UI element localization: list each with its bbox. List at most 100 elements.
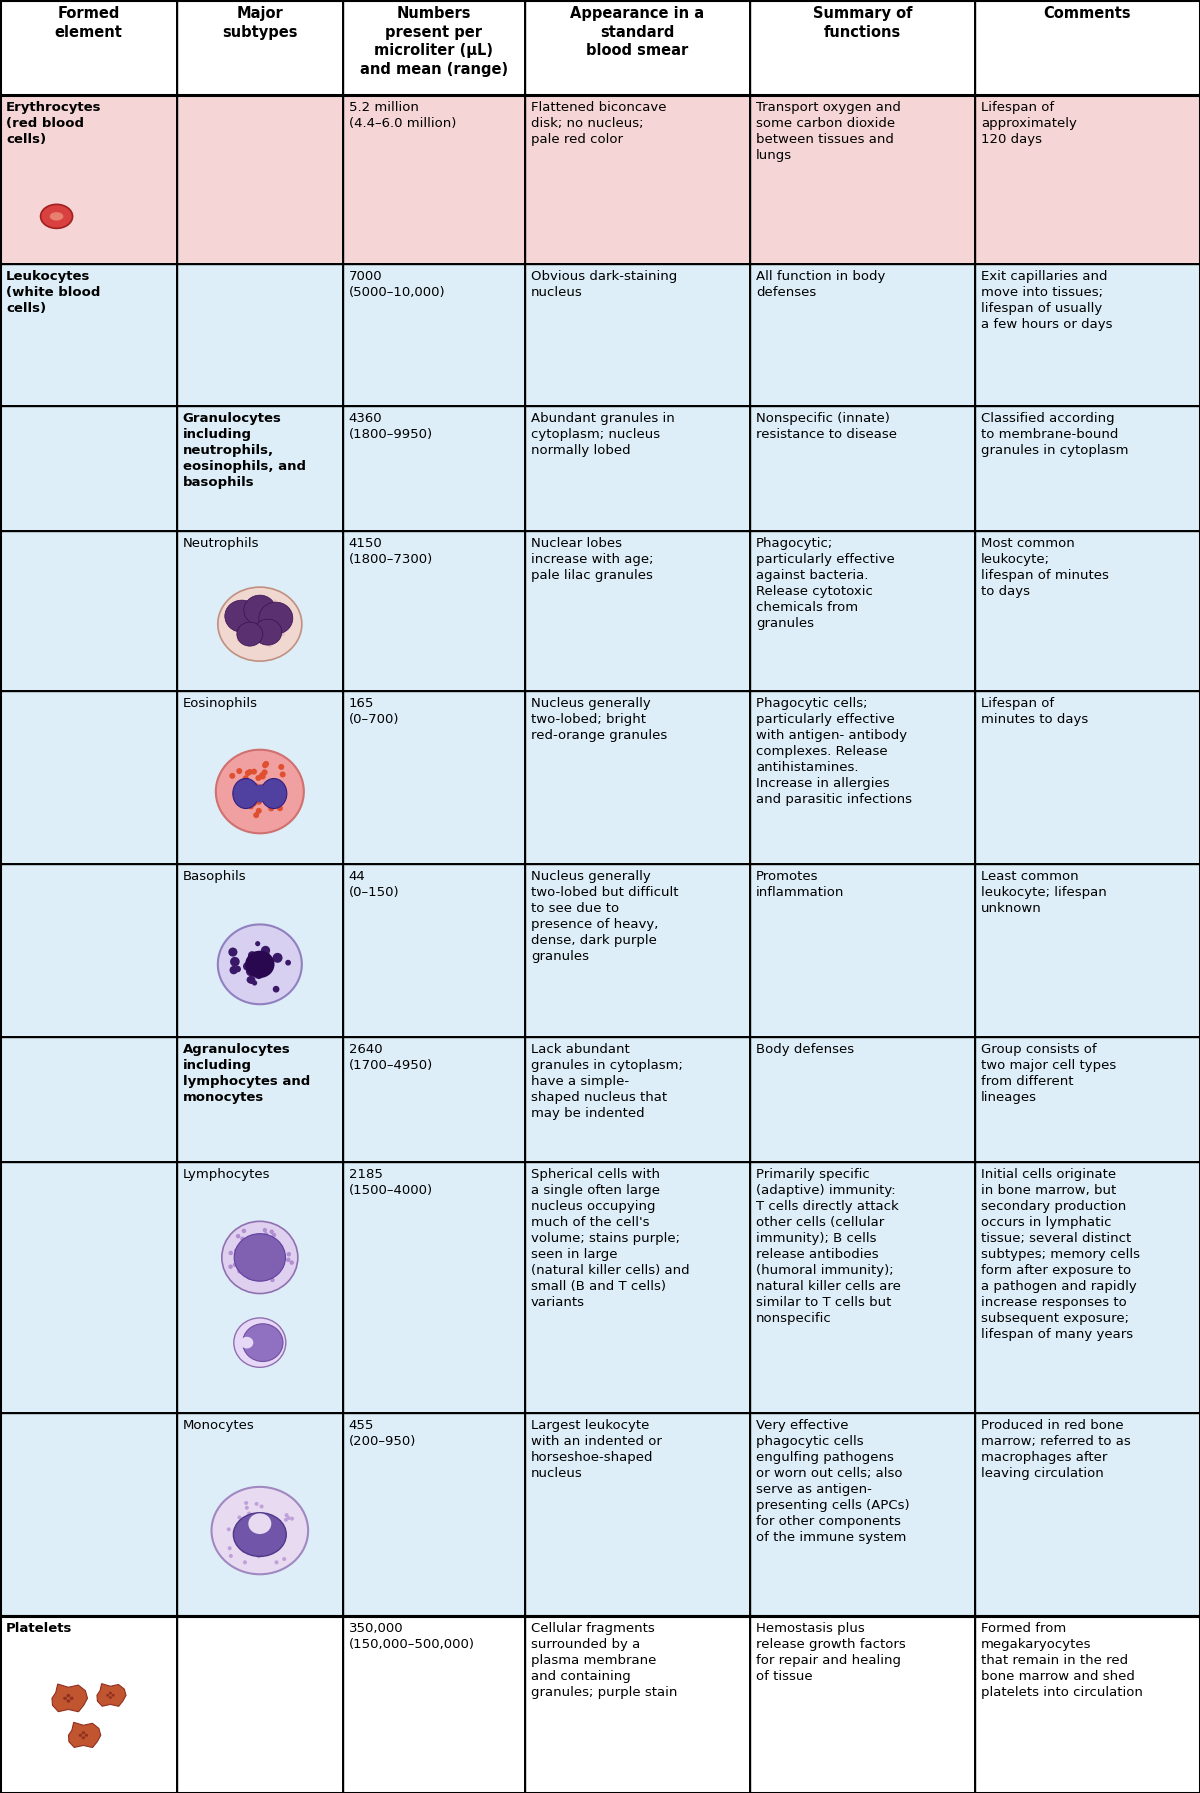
Bar: [343, 407, 526, 531]
Ellipse shape: [286, 1257, 290, 1262]
Ellipse shape: [242, 1323, 283, 1361]
Bar: [176, 692, 343, 864]
Bar: [343, 1413, 526, 1615]
Ellipse shape: [247, 1546, 252, 1549]
Text: Most common
leukocyte;
lifespan of minutes
to days: Most common leukocyte; lifespan of minut…: [982, 538, 1109, 599]
Ellipse shape: [234, 966, 241, 972]
Text: Phagocytic cells;
particularly effective
with antigen- antibody
complexes. Relea: Phagocytic cells; particularly effective…: [756, 697, 912, 807]
Ellipse shape: [251, 966, 259, 975]
Ellipse shape: [251, 631, 254, 635]
Ellipse shape: [259, 602, 293, 635]
Ellipse shape: [66, 1700, 71, 1703]
Bar: [750, 692, 974, 864]
Ellipse shape: [270, 1230, 274, 1234]
Ellipse shape: [244, 595, 276, 626]
Bar: [526, 531, 750, 692]
Text: Numbers
present per
microliter (μL)
and mean (range): Numbers present per microliter (μL) and …: [360, 5, 508, 77]
Text: 7000
(5000–10,000): 7000 (5000–10,000): [349, 269, 445, 299]
Ellipse shape: [240, 796, 246, 801]
Text: Abundant granules in
cytoplasm; nucleus
normally lobed: Abundant granules in cytoplasm; nucleus …: [530, 412, 674, 457]
Ellipse shape: [271, 1234, 276, 1237]
Ellipse shape: [266, 628, 270, 631]
Ellipse shape: [259, 1504, 264, 1508]
Ellipse shape: [248, 1513, 271, 1535]
Ellipse shape: [224, 601, 259, 633]
Ellipse shape: [229, 1555, 233, 1558]
Ellipse shape: [256, 800, 262, 805]
Text: Monocytes: Monocytes: [182, 1418, 254, 1433]
Ellipse shape: [230, 957, 240, 966]
Ellipse shape: [252, 957, 260, 966]
Text: Nucleus generally
two-lobed but difficult
to see due to
presence of heavy,
dense: Nucleus generally two-lobed but difficul…: [530, 870, 678, 963]
Bar: [974, 864, 1200, 1036]
Ellipse shape: [260, 778, 287, 809]
Text: Comments: Comments: [1044, 5, 1132, 22]
Ellipse shape: [252, 961, 258, 966]
Bar: [974, 1413, 1200, 1615]
Ellipse shape: [106, 1694, 109, 1696]
Ellipse shape: [242, 1560, 247, 1563]
Ellipse shape: [257, 791, 263, 796]
Ellipse shape: [271, 613, 274, 615]
Ellipse shape: [265, 959, 270, 965]
Ellipse shape: [245, 1506, 248, 1510]
Text: Platelets: Platelets: [6, 1623, 72, 1635]
Text: Leukocytes
(white blood
cells): Leukocytes (white blood cells): [6, 269, 101, 314]
Ellipse shape: [256, 941, 260, 947]
Text: Formed
element: Formed element: [54, 5, 122, 39]
Ellipse shape: [245, 950, 275, 977]
Ellipse shape: [82, 1732, 85, 1734]
Ellipse shape: [260, 638, 264, 640]
Polygon shape: [97, 1684, 126, 1707]
Bar: [343, 95, 526, 264]
Ellipse shape: [79, 1734, 82, 1737]
Text: 44
(0–150): 44 (0–150): [349, 870, 400, 898]
Bar: [750, 407, 974, 531]
Ellipse shape: [256, 963, 262, 968]
Ellipse shape: [256, 809, 262, 814]
Ellipse shape: [242, 1549, 246, 1553]
Bar: [750, 0, 974, 95]
Ellipse shape: [247, 769, 253, 775]
Ellipse shape: [240, 1338, 253, 1348]
Ellipse shape: [234, 1318, 286, 1368]
Text: Major
subtypes: Major subtypes: [222, 5, 298, 39]
Text: Cellular fragments
surrounded by a
plasma membrane
and containing
granules; purp: Cellular fragments surrounded by a plasm…: [530, 1623, 677, 1698]
Bar: [343, 692, 526, 864]
Ellipse shape: [272, 986, 280, 993]
Bar: [0, 407, 176, 531]
Ellipse shape: [257, 1555, 260, 1558]
Bar: [526, 1036, 750, 1162]
Bar: [343, 531, 526, 692]
Ellipse shape: [276, 628, 278, 631]
Text: 165
(0–700): 165 (0–700): [349, 697, 400, 726]
Ellipse shape: [257, 961, 264, 968]
Ellipse shape: [265, 624, 268, 626]
Ellipse shape: [246, 977, 253, 983]
Ellipse shape: [244, 963, 252, 970]
Ellipse shape: [216, 749, 304, 834]
Ellipse shape: [253, 784, 259, 789]
Ellipse shape: [82, 1736, 85, 1739]
Ellipse shape: [263, 760, 269, 767]
Ellipse shape: [112, 1694, 115, 1696]
Text: Appearance in a
standard
blood smear: Appearance in a standard blood smear: [570, 5, 704, 57]
Ellipse shape: [254, 1503, 258, 1506]
Bar: [974, 692, 1200, 864]
Ellipse shape: [270, 1235, 275, 1241]
Text: Hemostasis plus
release growth factors
for repair and healing
of tissue: Hemostasis plus release growth factors f…: [756, 1623, 906, 1684]
Ellipse shape: [228, 1252, 233, 1255]
Ellipse shape: [239, 793, 245, 798]
Text: Agranulocytes
including
lymphocytes and
monocytes: Agranulocytes including lymphocytes and …: [182, 1044, 310, 1104]
Bar: [974, 531, 1200, 692]
Ellipse shape: [256, 961, 263, 968]
Bar: [750, 1413, 974, 1615]
Bar: [526, 0, 750, 95]
Ellipse shape: [281, 613, 284, 617]
Bar: [176, 0, 343, 95]
Ellipse shape: [259, 773, 265, 778]
Ellipse shape: [41, 204, 72, 228]
Bar: [343, 1162, 526, 1413]
Text: Obvious dark-staining
nucleus: Obvious dark-staining nucleus: [530, 269, 677, 299]
Ellipse shape: [250, 968, 257, 974]
